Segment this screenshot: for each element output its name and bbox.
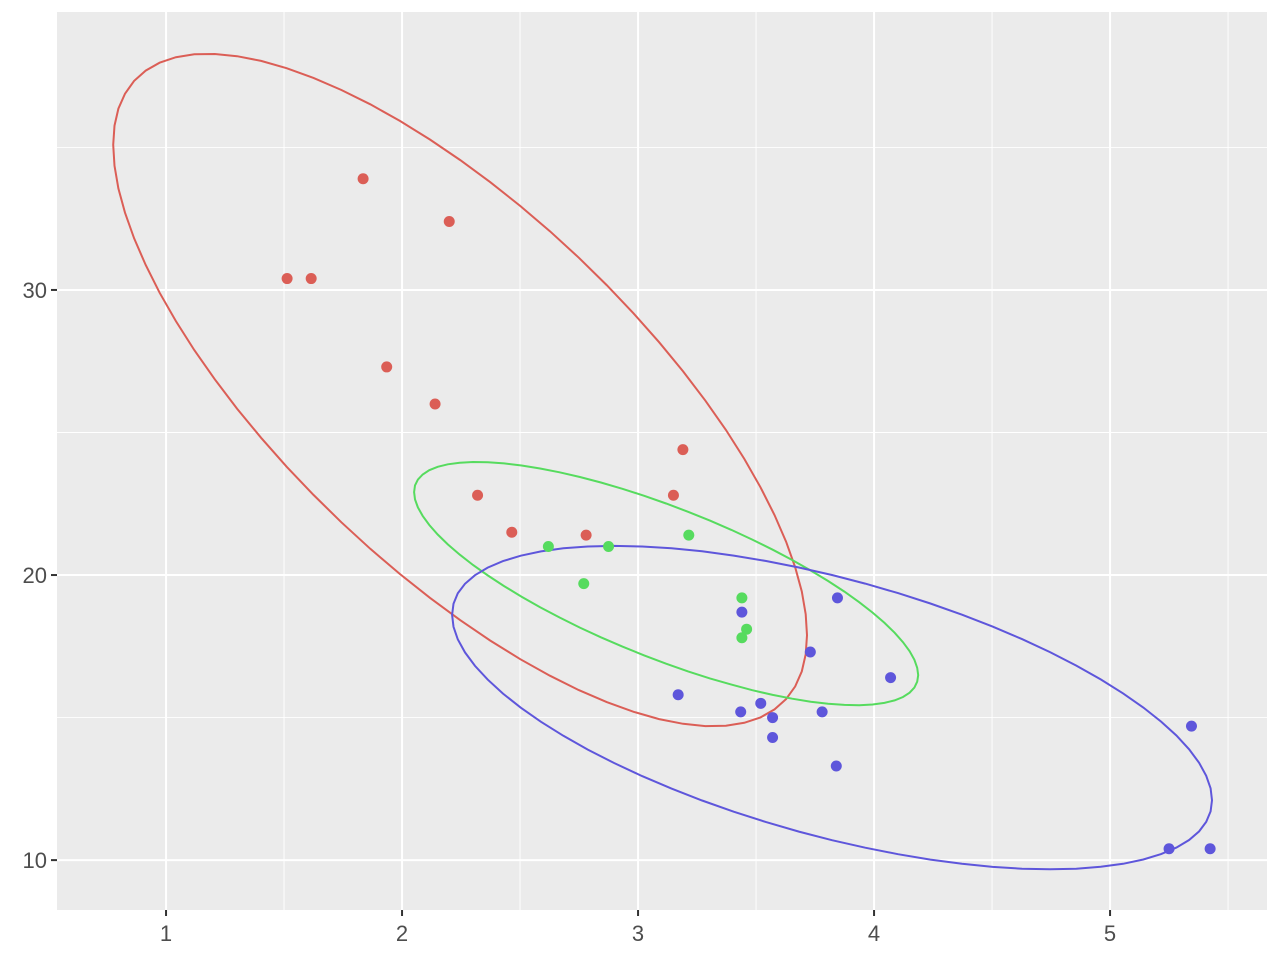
x-tick-label: 2 (396, 921, 408, 946)
point-cyl-8 (830, 760, 842, 772)
point-cyl-6 (736, 632, 748, 644)
point-cyl-6 (683, 529, 695, 541)
y-tick-label: 20 (23, 563, 47, 588)
point-cyl-4 (580, 529, 592, 541)
point-cyl-6 (542, 541, 554, 553)
point-cyl-6 (736, 592, 748, 604)
point-cyl-8 (816, 706, 828, 718)
point-cyl-4 (472, 489, 484, 501)
point-cyl-4 (429, 398, 441, 410)
point-cyl-6 (741, 623, 753, 635)
point-cyl-8 (804, 646, 816, 658)
point-cyl-4 (443, 216, 455, 228)
axes: 1 2 3 4 5 10 20 30 (23, 278, 1117, 946)
point-cyl-8 (767, 732, 779, 744)
point-cyl-6 (603, 541, 615, 553)
point-cyl-8 (736, 606, 748, 618)
point-cyl-8 (831, 592, 843, 604)
y-tick-label: 30 (23, 278, 47, 303)
panel-background (57, 12, 1267, 910)
point-cyl-4 (667, 489, 679, 501)
x-tick-label: 3 (632, 921, 644, 946)
point-cyl-8 (767, 712, 779, 724)
ellipse-cyl-6 (413, 460, 920, 707)
point-cyl-4 (305, 273, 317, 285)
point-cyl-4 (506, 526, 518, 538)
point-cyl-4 (281, 273, 293, 285)
y-tick-label: 10 (23, 848, 47, 873)
point-cyl-4 (357, 173, 369, 185)
x-tick-label: 4 (868, 921, 880, 946)
point-cyl-8 (735, 706, 747, 718)
ellipse-cyl-4 (112, 52, 809, 728)
point-cyl-8 (1185, 720, 1197, 732)
points (281, 173, 1216, 855)
ellipses (112, 52, 1214, 871)
ellipse-cyl-8 (451, 544, 1214, 871)
point-cyl-4 (677, 444, 689, 456)
point-cyl-4 (381, 361, 393, 373)
point-cyl-6 (578, 578, 590, 590)
point-cyl-8 (672, 689, 684, 701)
point-cyl-8 (885, 672, 897, 684)
gridlines (57, 12, 1267, 910)
point-cyl-8 (1204, 843, 1216, 855)
point-cyl-8 (1163, 843, 1175, 855)
x-tick-label: 1 (160, 921, 172, 946)
point-cyl-8 (755, 697, 767, 709)
x-tick-label: 5 (1104, 921, 1116, 946)
